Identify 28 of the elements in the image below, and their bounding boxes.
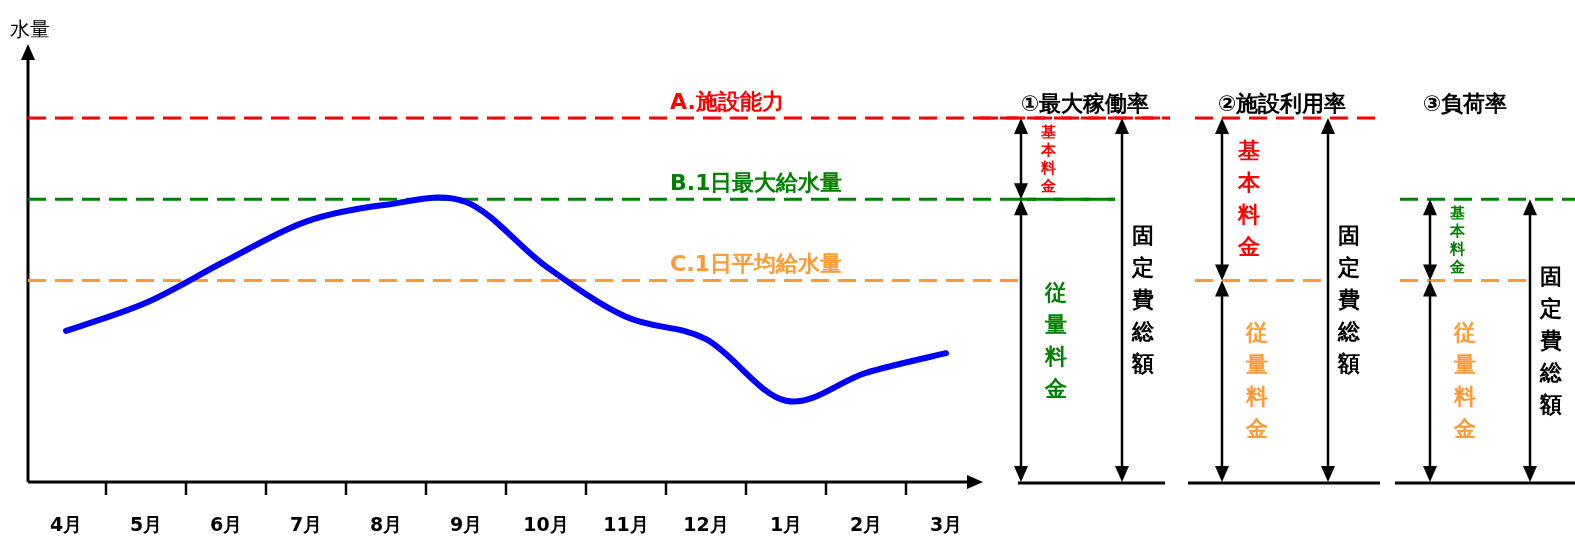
x-tick-label: 3月: [929, 513, 963, 535]
text: 固定費総額: [1130, 222, 1155, 378]
x-tick-label: 1月: [769, 513, 803, 535]
text: 基本料金: [1039, 122, 1057, 195]
x-tick-label: 7月: [289, 513, 323, 535]
x-tick-label: 11月: [603, 513, 649, 535]
text: 固定費総額: [1538, 262, 1563, 419]
x-tick-label: 4月: [49, 513, 83, 535]
ref-line-label: B.1日最大給水量: [670, 170, 843, 196]
text: 固定費総額: [1336, 222, 1361, 378]
x-tick-label: 12月: [683, 513, 729, 535]
x-tick-label: 9月: [449, 513, 483, 535]
x-tick-label: 6月: [209, 513, 243, 535]
text: 基本料金: [1237, 137, 1261, 262]
ref-line-label: C.1日平均給水量: [670, 251, 842, 277]
ref-line-label: A.施設能力: [670, 89, 784, 114]
text: 基本料金: [1448, 203, 1466, 276]
x-tick-label: 8月: [369, 513, 403, 535]
text: 従量料金: [1244, 319, 1269, 444]
text: ③負荷率: [1422, 91, 1508, 116]
text: ②施設利用率: [1217, 91, 1347, 116]
x-tick-label: 5月: [129, 513, 163, 535]
text: 従量料金: [1043, 278, 1068, 403]
text: 水量: [10, 17, 50, 41]
x-tick-label: 2月: [849, 513, 883, 535]
text: 従量料金: [1452, 319, 1477, 444]
x-tick-label: 10月: [523, 513, 569, 535]
text: ①最大稼働率: [1020, 91, 1150, 116]
